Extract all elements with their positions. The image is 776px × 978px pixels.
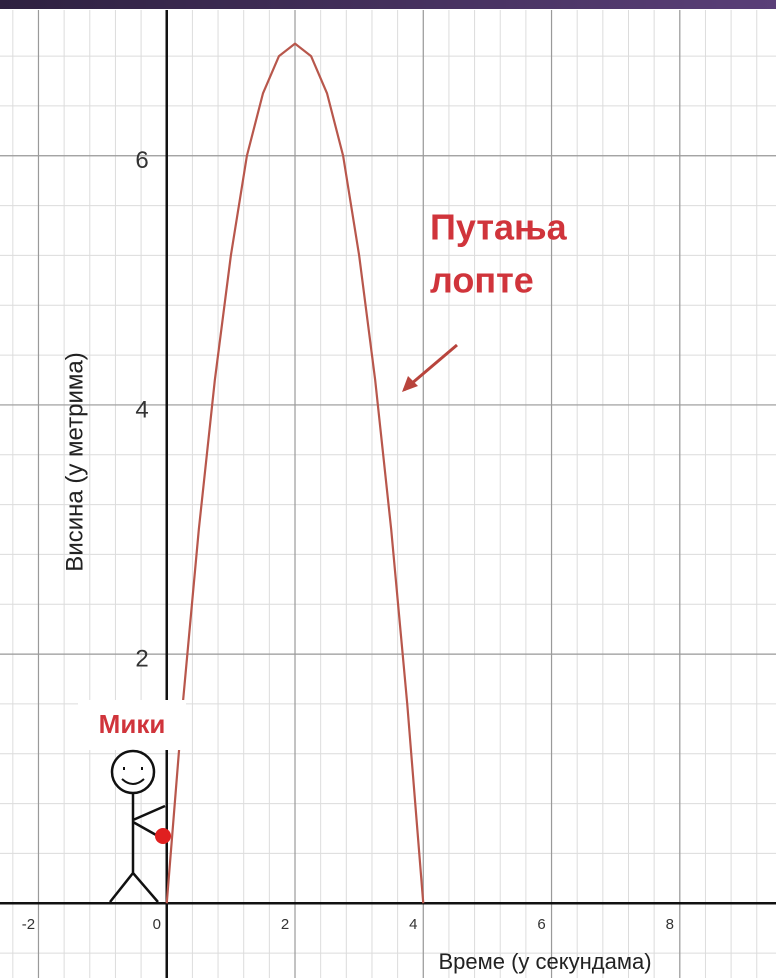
y-tick-label: 6 — [135, 147, 148, 174]
x-tick-label: 2 — [281, 916, 289, 933]
y-tick-label: 2 — [135, 645, 148, 672]
person-label: Мики — [99, 709, 166, 739]
x-tick-label: 8 — [666, 916, 674, 933]
x-tick-label: -2 — [22, 916, 35, 933]
x-tick-label: 6 — [537, 916, 545, 933]
annotation: лопте — [430, 260, 534, 301]
background — [0, 0, 776, 978]
y-axis-label: Висина (у метрима) — [61, 352, 88, 571]
x-tick-label: 0 — [153, 916, 161, 933]
chart: -2 0 2 4 6 8 2 4 6 Време (у секундама) Висина (у м… — [0, 0, 776, 978]
ball — [155, 828, 171, 844]
stick-head — [112, 751, 154, 793]
y-tick-label: 4 — [135, 396, 148, 423]
annotation: Путања — [430, 207, 568, 248]
x-tick-label: 4 — [409, 916, 417, 933]
top-bar — [0, 0, 776, 9]
x-axis-label: Време (у секундама) — [438, 949, 651, 974]
